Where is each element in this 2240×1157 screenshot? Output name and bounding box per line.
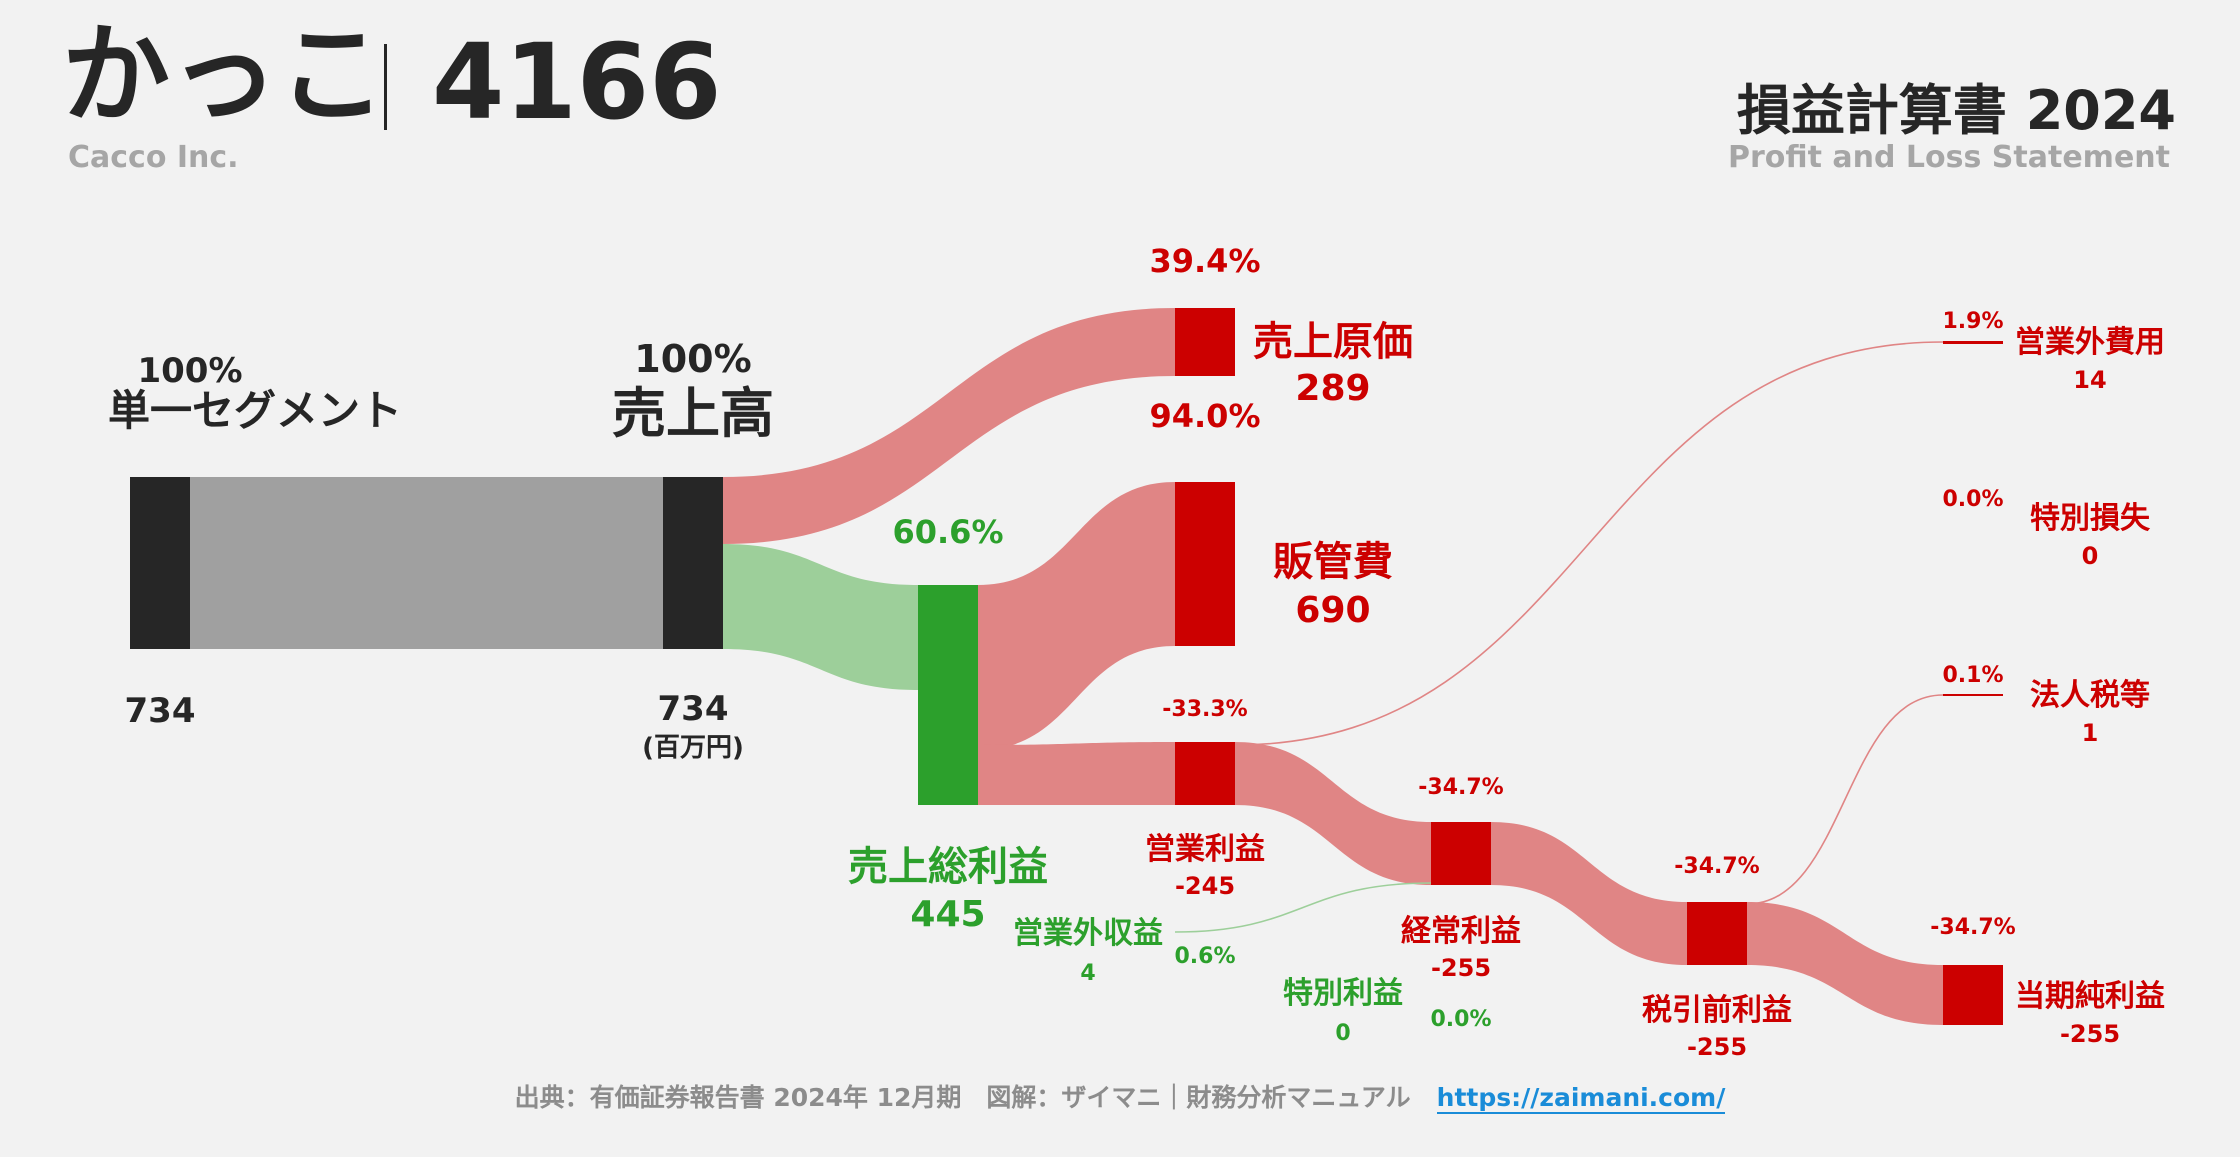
node-ordinary bbox=[1431, 822, 1491, 885]
label-nonop-inc-pct: 0.6% bbox=[1174, 944, 1235, 969]
label-tax-name: 法人税等 bbox=[2030, 678, 2150, 713]
label-gross-name: 売上総利益 bbox=[848, 844, 1048, 890]
label-net-value: -255 bbox=[2060, 1020, 2120, 1048]
footer: 出典：有価証券報告書 2024年 12月期 図解：ザイマニ｜財務分析マニュアル h… bbox=[0, 1078, 2240, 1114]
node-tax bbox=[1943, 694, 2003, 696]
label-net-pct: -34.7% bbox=[1930, 915, 2015, 940]
flow-gross-op bbox=[978, 742, 1175, 805]
flow-pretax-net bbox=[1747, 902, 1943, 1025]
label-nonop-exp-value: 14 bbox=[2073, 366, 2106, 394]
label-pretax-value: -255 bbox=[1687, 1033, 1747, 1061]
node-op bbox=[1175, 742, 1235, 805]
label-sga-name: 販管費 bbox=[1273, 539, 1393, 585]
label-nonop-exp-pct: 1.9% bbox=[1942, 309, 2003, 334]
label-gross-value: 445 bbox=[910, 894, 985, 935]
label-sp-loss-name: 特別損失 bbox=[2030, 501, 2151, 536]
label-cogs-value: 289 bbox=[1295, 368, 1370, 409]
flow-revenue-gross bbox=[723, 544, 918, 690]
flow-nonop-inc-ordinary bbox=[1174, 882, 1432, 933]
report-subtitle-en: Profit and Loss Statement bbox=[1727, 140, 2170, 175]
node-revenue bbox=[663, 477, 723, 649]
label-sga-pct: 94.0% bbox=[1149, 397, 1260, 435]
label-cogs-name: 売上原価 bbox=[1253, 319, 1413, 365]
label-ordinary-pct: -34.7% bbox=[1418, 775, 1503, 800]
label-segment-pct: 100% bbox=[137, 351, 242, 391]
label-ordinary-name: 経常利益 bbox=[1401, 914, 1521, 949]
label-sp-loss-pct: 0.0% bbox=[1942, 487, 2003, 512]
company-name-jp: かっこ bbox=[62, 13, 387, 138]
label-unit: (百万円) bbox=[642, 733, 744, 763]
footer-source: 出典：有価証券報告書 2024年 12月期 図解：ザイマニ｜財務分析マニュアル bbox=[514, 1083, 1411, 1112]
label-net-name: 当期純利益 bbox=[2015, 979, 2165, 1014]
label-revenue-value: 734 bbox=[658, 689, 729, 729]
label-nonop-inc-name: 営業外収益 bbox=[1013, 916, 1163, 951]
flow-ordinary-pretax bbox=[1491, 822, 1687, 965]
label-nonop-inc-value: 4 bbox=[1080, 961, 1095, 986]
node-sga bbox=[1175, 482, 1235, 646]
label-op-value: -245 bbox=[1175, 872, 1235, 900]
label-tax-pct: 0.1% bbox=[1942, 663, 2003, 688]
label-gross-pct: 60.6% bbox=[892, 513, 1003, 551]
label-segment-value: 734 bbox=[125, 691, 196, 731]
label-cogs-pct: 39.4% bbox=[1149, 242, 1260, 280]
node-pretax bbox=[1687, 902, 1747, 965]
header-divider bbox=[384, 44, 387, 130]
label-sga-value: 690 bbox=[1295, 590, 1370, 631]
node-gross bbox=[918, 585, 978, 805]
label-op-name: 営業利益 bbox=[1145, 832, 1265, 867]
node-nonop_exp bbox=[1943, 341, 2003, 344]
label-sp-gain-pct: 0.0% bbox=[1430, 1007, 1491, 1032]
node-net bbox=[1943, 965, 2003, 1025]
report-title: 損益計算書 2024 bbox=[1736, 79, 2176, 142]
flow-pretax-tax bbox=[1746, 694, 1944, 905]
flow-revenue-cogs bbox=[723, 308, 1175, 544]
label-revenue-pct: 100% bbox=[634, 337, 751, 381]
flow-segment-revenue bbox=[190, 477, 663, 649]
node-segment bbox=[130, 477, 190, 649]
label-sp-gain-value: 0 bbox=[1335, 1021, 1350, 1046]
label-pretax-pct: -34.7% bbox=[1674, 854, 1759, 879]
flow-op-nonop-exp bbox=[1234, 341, 1944, 746]
label-segment-name: 単一セグメント bbox=[108, 386, 402, 435]
company-name-en: Cacco Inc. bbox=[68, 140, 239, 175]
label-tax-value: 1 bbox=[2082, 719, 2099, 747]
source-link[interactable]: https://zaimani.com/ bbox=[1436, 1083, 1726, 1114]
stock-code: 4166 bbox=[432, 21, 722, 143]
node-cogs bbox=[1175, 308, 1235, 376]
label-revenue-name: 売上高 bbox=[612, 382, 774, 445]
flow-op-ordinary bbox=[1235, 742, 1431, 885]
label-op-pct: -33.3% bbox=[1162, 697, 1247, 722]
flow-gross-sga bbox=[978, 482, 1175, 750]
label-pretax-name: 税引前利益 bbox=[1642, 993, 1792, 1028]
label-sp-gain-name: 特別利益 bbox=[1283, 976, 1403, 1011]
label-sp-loss-value: 0 bbox=[2082, 542, 2099, 570]
label-nonop-exp-name: 営業外費用 bbox=[2015, 325, 2165, 360]
label-ordinary-value: -255 bbox=[1431, 954, 1491, 982]
